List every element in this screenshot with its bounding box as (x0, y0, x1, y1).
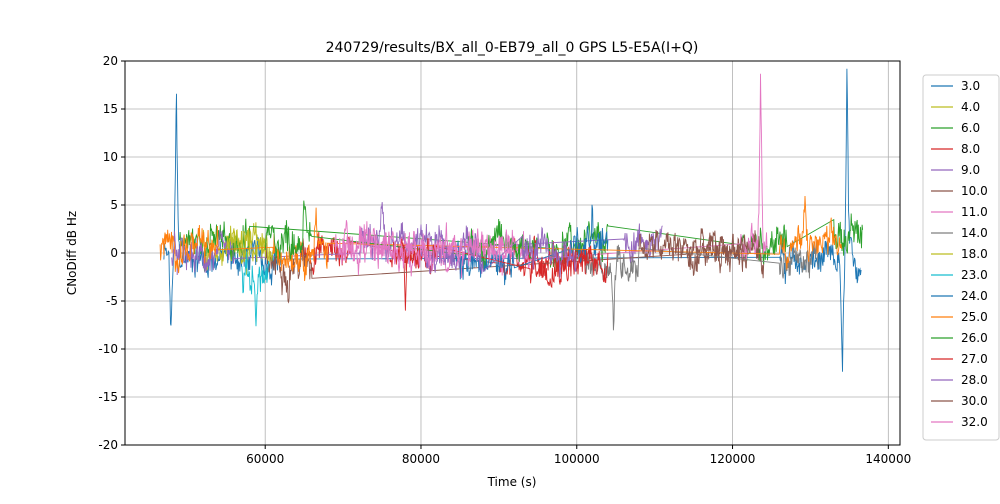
series-line-24.0 (451, 204, 609, 286)
y-tick-label: 0 (110, 246, 118, 260)
legend-label-25.0: 25.0 (961, 310, 988, 324)
y-tick-label: -15 (98, 390, 118, 404)
series-line-18.0 (225, 225, 274, 263)
series-line-30.0 (638, 228, 749, 263)
legend-label-24.0: 24.0 (961, 289, 988, 303)
series-line-3.0 (163, 68, 862, 372)
series-line-32.0 (334, 221, 515, 272)
y-tick-label: 15 (103, 102, 118, 116)
chart-title: 240729/results/BX_all_0-EB79_all_0 GPS L… (326, 40, 699, 56)
series-line-14.0 (584, 241, 819, 331)
series-line-25.0 (159, 195, 843, 281)
legend-label-6.0: 6.0 (961, 121, 980, 135)
legend-label-23.0: 23.0 (961, 268, 988, 282)
series-line-23.0 (241, 251, 270, 327)
y-tick-label: -20 (98, 438, 118, 452)
y-tick-label: 10 (103, 150, 118, 164)
legend-label-9.0: 9.0 (961, 163, 980, 177)
series-line-27.0 (389, 237, 609, 289)
legend-label-30.0: 30.0 (961, 394, 988, 408)
x-tick-label: 80000 (402, 452, 440, 466)
legend-label-14.0: 14.0 (961, 226, 988, 240)
legend-label-28.0: 28.0 (961, 373, 988, 387)
x-tick-label: 100000 (554, 452, 600, 466)
plot-area (159, 68, 864, 372)
legend-label-11.0: 11.0 (961, 205, 988, 219)
legend-label-26.0: 26.0 (961, 331, 988, 345)
legend-label-32.0: 32.0 (961, 415, 988, 429)
y-axis-label: CNoDiff dB Hz (65, 211, 79, 295)
y-tick-label: 20 (103, 54, 118, 68)
legend-label-10.0: 10.0 (961, 184, 988, 198)
x-tick-label: 140000 (865, 452, 911, 466)
x-tick-label: 120000 (710, 452, 756, 466)
series-line-8.0 (299, 231, 593, 311)
x-axis-label: Time (s) (487, 475, 537, 489)
y-tick-label: 5 (110, 198, 118, 212)
legend-label-3.0: 3.0 (961, 79, 980, 93)
legend-box (922, 74, 1000, 441)
legend-label-18.0: 18.0 (961, 247, 988, 261)
legend: 3.0 4.0 6.0 8.0 9.0 10.0 11.0 14.0 18.0 23.0 24.0 2… (922, 74, 1000, 441)
legend-label-8.0: 8.0 (961, 142, 980, 156)
legend-label-4.0: 4.0 (961, 100, 980, 114)
axis-ticks: 60000 80000 100000 120000 140000 -20 -15 -10 -5 0… (98, 54, 911, 466)
x-tick-label: 60000 (246, 452, 284, 466)
y-tick-label: -5 (106, 294, 118, 308)
y-tick-label: -10 (98, 342, 118, 356)
legend-label-27.0: 27.0 (961, 352, 988, 366)
